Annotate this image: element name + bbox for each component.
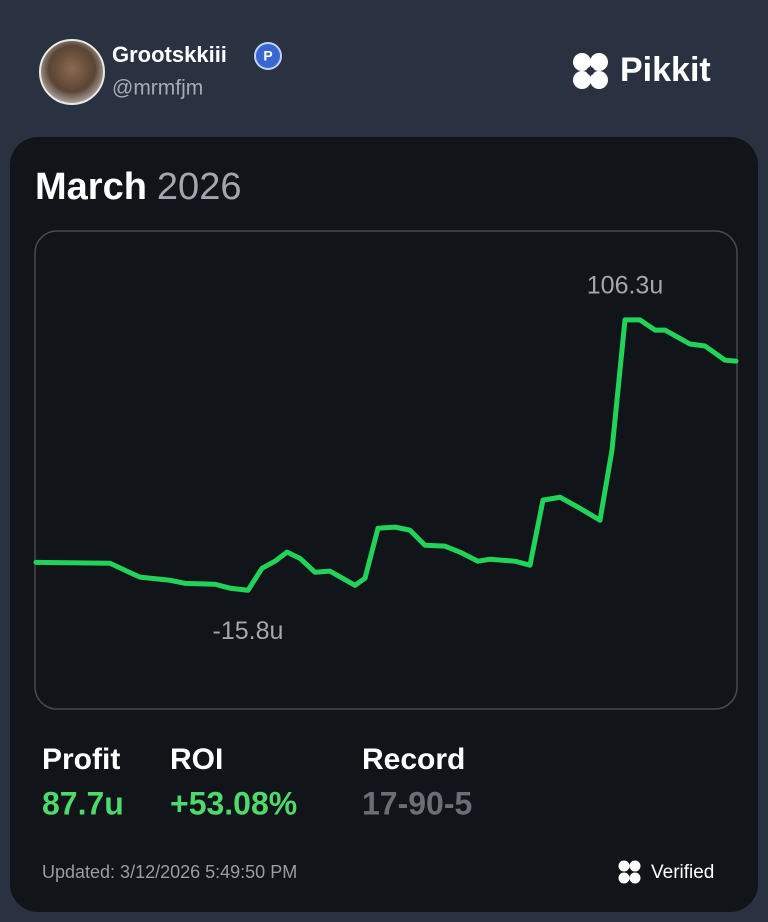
badge-text: P xyxy=(263,48,272,64)
stat-label: Profit xyxy=(42,743,120,776)
stat-value: +53.08% xyxy=(170,785,297,821)
badge xyxy=(254,42,282,70)
brand: Pikkit xyxy=(620,51,711,89)
handle: @mrmfjm xyxy=(112,77,203,100)
year: 2026 xyxy=(157,166,242,208)
card-title: March 2026 xyxy=(35,166,241,208)
min-label: -15.8u xyxy=(213,617,284,645)
month: March xyxy=(35,166,147,208)
brand-logo xyxy=(573,53,608,89)
card xyxy=(10,137,758,912)
avatar[interactable] xyxy=(39,39,105,105)
plot: 106.3u -15.8u xyxy=(33,272,739,645)
stat-label: ROI xyxy=(170,743,223,776)
verified: Verified xyxy=(651,862,714,883)
line xyxy=(33,317,739,593)
stats: Profit 87.7u ROI +53.08% Record 17-90-5 xyxy=(42,743,472,822)
chart-frame xyxy=(34,230,738,710)
max-label: 106.3u xyxy=(587,272,663,300)
stat-label: Record xyxy=(362,743,465,776)
verified-icon xyxy=(618,860,641,884)
stat-value: 87.7u xyxy=(42,785,124,821)
stat-value: 17-90-5 xyxy=(362,785,472,821)
updated: Updated: 3/12/2026 5:49:50 PM xyxy=(42,862,297,882)
username: Grootskkiii xyxy=(112,42,227,67)
